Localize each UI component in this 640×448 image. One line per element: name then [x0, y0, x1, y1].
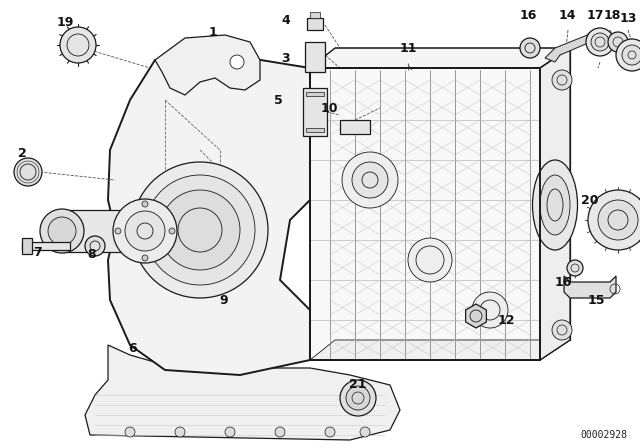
Circle shape: [408, 238, 452, 282]
Circle shape: [113, 199, 177, 263]
Text: 14: 14: [558, 9, 576, 22]
Text: 16: 16: [555, 276, 572, 289]
Text: 13: 13: [620, 12, 637, 25]
Text: 20: 20: [580, 194, 598, 207]
Text: 10: 10: [321, 102, 338, 115]
Circle shape: [598, 200, 638, 240]
Circle shape: [608, 32, 628, 52]
Ellipse shape: [532, 160, 577, 250]
Circle shape: [588, 190, 640, 250]
Circle shape: [142, 255, 148, 261]
Text: 5: 5: [275, 94, 283, 107]
Circle shape: [132, 162, 268, 298]
Circle shape: [622, 45, 640, 65]
Polygon shape: [85, 345, 400, 440]
Circle shape: [142, 201, 148, 207]
Text: 3: 3: [282, 52, 290, 65]
Circle shape: [125, 211, 165, 251]
Text: 16: 16: [519, 9, 537, 22]
Polygon shape: [22, 242, 70, 250]
Circle shape: [520, 38, 540, 58]
Circle shape: [60, 27, 96, 63]
Text: 1: 1: [209, 26, 218, 39]
Text: 21: 21: [349, 379, 367, 392]
Polygon shape: [540, 48, 570, 360]
Polygon shape: [540, 48, 570, 360]
Ellipse shape: [540, 175, 570, 235]
Polygon shape: [310, 48, 570, 68]
Circle shape: [567, 260, 583, 276]
Circle shape: [115, 228, 121, 234]
Text: 7: 7: [34, 246, 42, 258]
Circle shape: [342, 152, 398, 208]
Polygon shape: [564, 276, 616, 298]
Circle shape: [616, 39, 640, 71]
Text: 2: 2: [18, 146, 26, 159]
Bar: [307, 18, 323, 30]
Polygon shape: [22, 238, 32, 254]
Polygon shape: [155, 35, 260, 95]
Circle shape: [591, 33, 609, 51]
Bar: [303, 88, 327, 136]
Polygon shape: [310, 68, 540, 360]
Polygon shape: [545, 32, 600, 62]
Circle shape: [360, 427, 370, 437]
Circle shape: [352, 162, 388, 198]
Text: 00002928: 00002928: [580, 430, 627, 440]
Bar: [305, 42, 325, 72]
Circle shape: [14, 158, 42, 186]
Bar: [306, 128, 324, 132]
Bar: [340, 120, 370, 134]
Text: 15: 15: [588, 293, 605, 306]
Circle shape: [325, 427, 335, 437]
Text: 18: 18: [604, 9, 621, 22]
Circle shape: [472, 292, 508, 328]
Circle shape: [230, 55, 244, 69]
Polygon shape: [466, 304, 486, 328]
Circle shape: [85, 236, 105, 256]
Circle shape: [145, 175, 255, 285]
Circle shape: [175, 427, 185, 437]
Circle shape: [586, 28, 614, 56]
Text: 9: 9: [220, 293, 228, 306]
Circle shape: [340, 380, 376, 416]
Polygon shape: [60, 210, 145, 252]
Text: 19: 19: [56, 16, 74, 29]
Polygon shape: [108, 55, 310, 375]
Circle shape: [160, 190, 240, 270]
Text: 12: 12: [498, 314, 515, 327]
Circle shape: [552, 70, 572, 90]
Polygon shape: [310, 340, 570, 360]
Circle shape: [275, 427, 285, 437]
Circle shape: [125, 427, 135, 437]
Text: 17: 17: [586, 9, 604, 22]
Bar: [306, 92, 324, 96]
Circle shape: [346, 386, 370, 410]
Text: 6: 6: [129, 341, 138, 354]
Circle shape: [169, 228, 175, 234]
Text: 11: 11: [399, 42, 417, 55]
Circle shape: [40, 209, 84, 253]
Text: 4: 4: [281, 13, 290, 26]
Circle shape: [225, 427, 235, 437]
Circle shape: [48, 217, 76, 245]
Text: 8: 8: [88, 249, 96, 262]
Circle shape: [552, 320, 572, 340]
Bar: [310, 12, 320, 18]
